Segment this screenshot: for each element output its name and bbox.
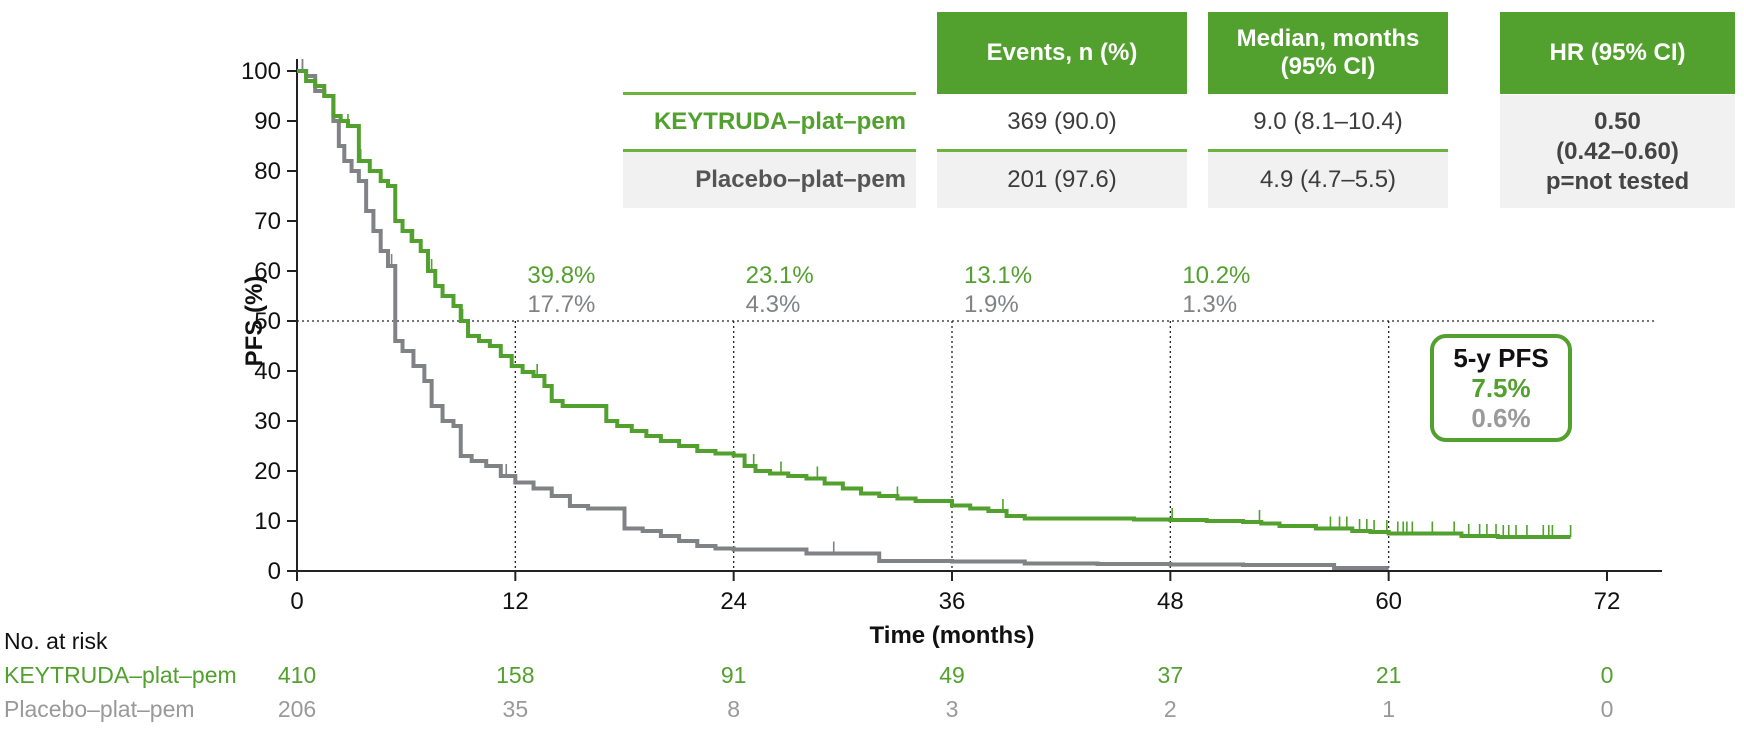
y-tick-label: 100 xyxy=(241,58,281,85)
header-median: Median, months (95% CI) xyxy=(1208,12,1448,94)
y-tick-label: 50 xyxy=(254,308,281,335)
landmark-label-keytruda: 39.8% xyxy=(527,262,595,289)
landmark-label-keytruda: 13.1% xyxy=(964,262,1032,289)
risk-value-placebo: 3 xyxy=(945,696,959,722)
x-tick-label: 0 xyxy=(290,588,303,615)
x-tick-label: 12 xyxy=(502,588,529,615)
x-tick-label: 48 xyxy=(1157,588,1184,615)
y-tick-label: 10 xyxy=(254,508,281,535)
landmark-label-keytruda: 10.2% xyxy=(1182,262,1250,289)
risk-title: No. at risk xyxy=(4,628,108,654)
keytruda-curve xyxy=(297,69,1571,539)
header-median-line2: (95% CI) xyxy=(1280,53,1376,80)
risk-value-placebo: 35 xyxy=(502,696,529,722)
header-hr: HR (95% CI) xyxy=(1500,12,1735,94)
risk-value-keytruda: 37 xyxy=(1157,662,1184,688)
y-tick-label: 70 xyxy=(254,208,281,235)
y-tick-label: 20 xyxy=(254,458,281,485)
risk-value-keytruda: 91 xyxy=(720,662,747,688)
risk-label-placebo: Placebo–plat–pem xyxy=(4,696,195,722)
y-tick-label: 30 xyxy=(254,408,281,435)
landmark-label-keytruda: 23.1% xyxy=(746,262,814,289)
y-tick-label: 80 xyxy=(254,158,281,185)
hr-ci: (0.42–0.60) xyxy=(1556,137,1679,165)
x-tick-label: 72 xyxy=(1594,588,1621,615)
events-keytruda: 369 (90.0) xyxy=(1007,108,1117,135)
pfs-5y-box: 5-y PFS 7.5% 0.6% xyxy=(1430,334,1572,442)
risk-value-placebo: 2 xyxy=(1163,696,1177,722)
x-tick-label: 36 xyxy=(939,588,966,615)
y-tick-label: 60 xyxy=(254,258,281,285)
risk-value-placebo: 1 xyxy=(1382,696,1396,722)
table-rule xyxy=(623,149,916,152)
risk-value-keytruda: 0 xyxy=(1600,662,1614,688)
table-rule xyxy=(623,92,916,95)
y-axis-title: PFS (%) xyxy=(241,276,268,367)
risk-value-placebo: 8 xyxy=(727,696,741,722)
table-rule xyxy=(937,149,1187,152)
risk-value-keytruda: 158 xyxy=(496,662,535,688)
y-tick-label: 0 xyxy=(268,558,281,585)
landmark-label-placebo: 1.9% xyxy=(964,291,1019,318)
table-rule xyxy=(1208,149,1448,152)
x-axis-title: Time (months) xyxy=(870,622,1035,649)
row-label-placebo: Placebo–plat–pem xyxy=(623,152,916,208)
pfs-5y-keytruda: 7.5% xyxy=(1471,373,1531,403)
y-tick-label: 90 xyxy=(254,108,281,135)
placebo-curve xyxy=(297,69,1389,570)
risk-value-keytruda: 49 xyxy=(939,662,965,688)
risk-value-keytruda: 21 xyxy=(1375,662,1402,688)
x-tick-label: 60 xyxy=(1375,588,1402,615)
header-events: Events, n (%) xyxy=(937,12,1187,94)
landmark-label-placebo: 17.7% xyxy=(527,291,595,318)
header-median-line1: Median, months xyxy=(1236,25,1420,52)
risk-value-keytruda: 410 xyxy=(277,662,317,688)
hr-p: p=not tested xyxy=(1545,167,1690,195)
events-placebo: 201 (97.6) xyxy=(937,152,1187,208)
pfs-5y-title: 5-y PFS xyxy=(1453,343,1549,373)
risk-label-keytruda: KEYTRUDA–plat–pem xyxy=(4,662,237,688)
hr-cell: 0.50 (0.42–0.60) p=not tested xyxy=(1500,95,1735,208)
risk-value-placebo: 0 xyxy=(1600,696,1614,722)
hr-value: 0.50 xyxy=(1594,107,1641,135)
landmark-label-placebo: 1.3% xyxy=(1182,291,1237,318)
row-label-keytruda: KEYTRUDA–plat–pem xyxy=(653,108,906,135)
median-keytruda: 9.0 (8.1–10.4) xyxy=(1253,108,1403,135)
landmark-label-placebo: 4.3% xyxy=(746,291,801,318)
x-tick-label: 24 xyxy=(720,588,747,615)
median-placebo: 4.9 (4.7–5.5) xyxy=(1208,152,1448,208)
risk-value-placebo: 206 xyxy=(277,696,317,722)
pfs-5y-placebo: 0.6% xyxy=(1471,403,1531,433)
y-tick-label: 40 xyxy=(254,358,281,385)
